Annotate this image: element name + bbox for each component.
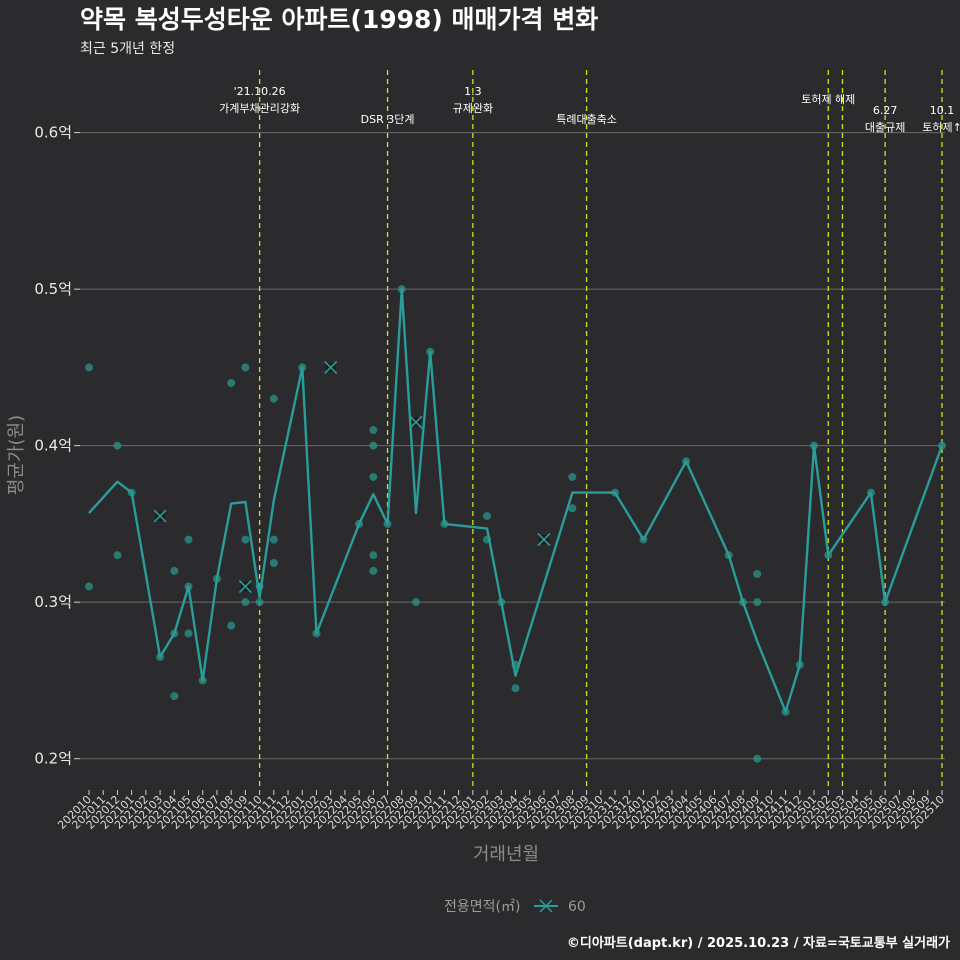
data-point (184, 535, 193, 544)
data-point (269, 559, 278, 568)
event-label: 10.1 (930, 104, 955, 117)
credit-text: ©디아파트(dapt.kr) / 2025.10.23 / 자료=국토교통부 실… (567, 935, 950, 951)
series-line (88, 287, 944, 713)
cross-marker (537, 532, 551, 547)
data-point (227, 379, 236, 388)
event-label: 토허제↑ (922, 121, 960, 134)
data-point (85, 582, 93, 591)
legend-cross-icon (539, 899, 553, 913)
data-point (411, 598, 420, 607)
data-point (369, 472, 378, 481)
series-60 (85, 285, 946, 763)
data-point (241, 363, 250, 372)
legend-label-60: 60 (568, 899, 586, 915)
grid (80, 132, 945, 760)
data-point (184, 629, 193, 638)
data-point (568, 472, 577, 481)
y-tick-label: 0.6억 (34, 124, 72, 142)
data-point (113, 441, 122, 450)
event-label: 1.3 (464, 85, 482, 98)
data-point (369, 441, 378, 450)
data-point (568, 504, 577, 513)
y-axis-label: 평균가(원) (6, 415, 27, 495)
event-label: 6.27 (873, 104, 898, 117)
data-point (483, 512, 492, 521)
y-tick-label: 0.3억 (34, 593, 72, 611)
y-tick-label: 0.2억 (34, 750, 72, 768)
data-point (241, 535, 250, 544)
legend: 전용면적(㎡) 60 (444, 899, 586, 915)
data-point (170, 566, 179, 575)
event-label: 토허제 해제 (801, 92, 855, 106)
y-tick-label: 0.4억 (34, 437, 72, 455)
data-point (170, 692, 179, 701)
chart-subtitle: 최근 5개년 한정 (80, 41, 175, 57)
data-point (369, 551, 378, 560)
event-label: 규제완화 (453, 102, 493, 115)
cross-marker (409, 415, 423, 429)
event-label: '21.10.26 (234, 85, 286, 98)
cross-marker (153, 509, 167, 523)
data-point (753, 754, 762, 763)
x-axis-label: 거래년월 (473, 844, 539, 865)
data-point (511, 684, 520, 693)
data-point (938, 441, 946, 450)
x-axis-ticks: 2020102020112020122021012021022021032021… (55, 790, 947, 832)
data-point (269, 394, 278, 403)
event-label: 특례대출축소 (556, 113, 617, 126)
data-point (269, 535, 278, 544)
data-point (85, 363, 93, 372)
event-label: DSR 3단계 (361, 113, 415, 126)
cross-marker (324, 360, 338, 374)
legend-title: 전용면적(㎡) (444, 899, 520, 915)
event-label: 대출규제 (865, 121, 905, 134)
y-axis-ticks: 0.2억 0.3억 0.4억 0.5억 0.6억 (34, 124, 80, 768)
y-tick-label: 0.5억 (34, 280, 72, 298)
event-label: 가계부채관리강화 (219, 102, 300, 115)
cross-marker (238, 579, 252, 594)
data-point (255, 598, 264, 607)
data-point (227, 621, 236, 630)
data-point (753, 570, 762, 578)
chart-title: 약목 복성두성타운 아파트(1998) 매매가격 변화 (80, 5, 598, 34)
data-point (369, 426, 378, 434)
data-point (241, 598, 250, 607)
data-point (113, 551, 122, 560)
data-point (369, 566, 378, 575)
data-point (753, 598, 762, 607)
